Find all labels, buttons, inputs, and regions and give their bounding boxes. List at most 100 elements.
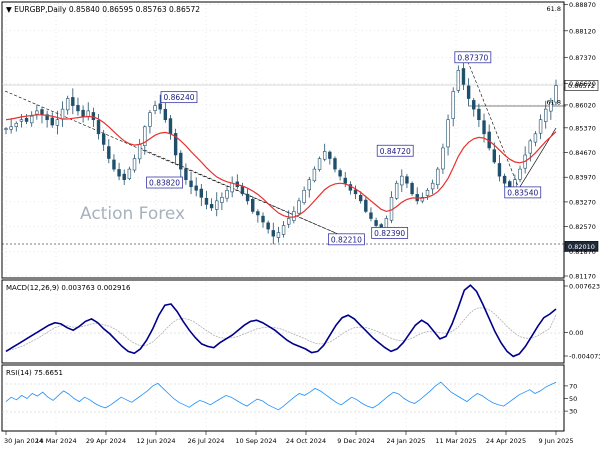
price-tick-label: 0.87370 [569,54,596,62]
candle-body [199,188,204,198]
candle-body [405,176,409,184]
candle-body [312,168,317,182]
candle-body [194,185,198,191]
x-tick-label: 24 Oct 2024 [286,437,326,445]
candle-body [364,199,368,212]
candle-body [394,182,399,199]
candle-body [436,168,440,186]
candle-body [544,108,548,122]
price-tick-label: 0.81170 [569,273,596,281]
rsi-tick-label: 70 [569,382,577,390]
macd-signal-line [5,307,557,351]
candle-body [333,158,337,170]
candle-body [292,211,296,221]
candle-body [122,173,126,180]
annotation-label: 0.82210 [331,235,362,244]
candle-body [45,114,49,121]
candle-body [513,179,517,188]
candle-body [230,182,234,193]
candle-body [502,175,507,184]
price-tag-label: 0.82010 [568,243,595,251]
rsi-title: RSI(14) 75.6651 [6,369,63,377]
candle-body [163,108,168,121]
candle-body [153,105,157,111]
support-price-tag [564,241,599,252]
candle-body [179,152,183,170]
candle-body [50,117,54,126]
price-tags: 0.86572 0.82010 61.8 61.8 [547,5,599,252]
candle-body [287,218,291,225]
candle-body [168,118,173,135]
candle-body [528,140,532,154]
price-tick-label: 0.88870 [569,1,596,9]
price-tick-label: 0.85370 [569,124,596,132]
price-panel [1,1,565,279]
price-tick-label: 0.83270 [569,198,596,206]
annotation-box [376,144,414,157]
candle-body [60,108,65,120]
candle-body [508,181,512,188]
candle-body [173,133,178,156]
annotation-label: 0.86240 [163,93,194,102]
annotation-box [328,233,365,246]
candle-body [425,189,430,196]
candle-body [240,186,245,195]
candle-body [497,163,502,177]
annotations: 0.86240 0.83820 0.84720 0.82210 0.82390 0.873… [146,51,542,246]
candle-body [317,158,322,170]
price-tick-label: 0.88120 [569,27,596,35]
rsi-tick-label: 30 [569,408,577,416]
price-annotation: 0.86240 [160,91,198,104]
candle-body [451,91,455,119]
annotation-label: 0.84720 [380,147,411,156]
x-tick-label: 9 Jun 2025 [539,437,574,445]
candle-body [158,103,162,110]
annotation-label: 0.82390 [374,229,405,238]
price-annotation: 0.84720 [376,144,414,157]
candle-body [492,149,497,163]
price-tick-label: 0.82570 [569,223,596,231]
x-tick-label: 10 Sep 2024 [235,437,276,445]
candle-body [245,193,250,202]
candle-body [369,212,373,219]
price-grid [2,4,564,277]
macd-line [5,284,557,358]
candle-body [271,230,275,237]
candle-body [353,189,358,195]
candle-body [215,200,219,210]
candle-body [220,197,224,203]
macd-tick-label: -0.004073 [569,353,600,361]
price-annotation: 0.87370 [454,51,492,64]
candle-body [400,175,404,186]
candle-body [472,100,476,110]
candle-body [343,177,347,184]
candle-body [76,105,80,112]
candle-body [184,169,188,180]
macd-tick-label: 0.00 [569,329,583,337]
x-tick-label: 24 Apr 2025 [486,437,526,445]
candle-body [96,120,101,135]
watermark: Action Forex [80,204,185,224]
candle-body [225,189,229,199]
price-tick-label: 0.86020 [569,101,596,109]
candle-body [35,110,39,115]
candle-body [65,98,70,111]
candle-body [466,85,471,99]
candle-body [261,215,265,223]
y-axis-ticks: 0.88870 0.88120 0.87370 0.86620 0.86020 0.853… [564,1,600,416]
candle-body [30,115,34,124]
candle-body [101,133,106,145]
candle-body [554,85,558,103]
candle-body [276,232,281,238]
candle-body [189,180,193,188]
candle-body [9,126,13,130]
candle-body [251,198,255,212]
candle-body [4,128,8,130]
x-tick-label: 30 Jan 2024 [4,437,43,445]
price-annotation: 0.83540 [504,186,542,199]
candle-body [281,225,286,235]
candle-body [446,119,450,148]
candle-body [112,159,116,170]
macd-tick-label: 0.007623 [569,283,600,291]
candle-body [328,151,332,159]
